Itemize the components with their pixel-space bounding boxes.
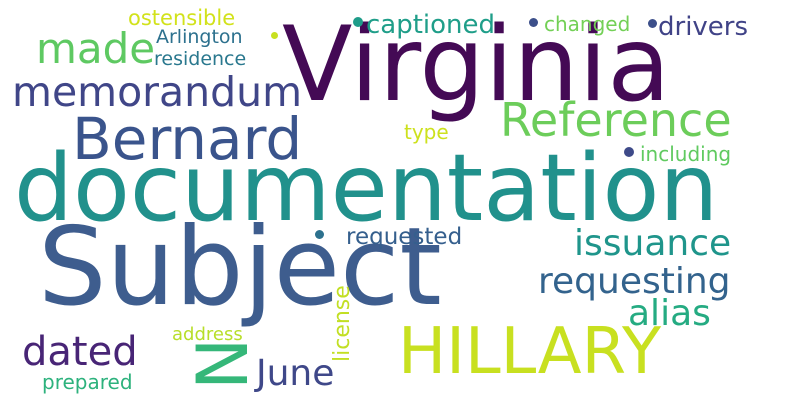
word-changed: changed: [544, 12, 631, 36]
word-ostensible: ostensible: [128, 6, 236, 30]
word-memorandum: memorandum: [12, 68, 303, 116]
word-drivers: drivers: [658, 12, 749, 42]
word-type: type: [404, 120, 449, 144]
word-requested: requested: [346, 224, 463, 250]
word-virginia: Virginia: [282, 5, 671, 125]
word-dated: dated: [22, 329, 138, 375]
word-including: including: [640, 142, 732, 166]
word-hillary: HILLARY: [398, 315, 662, 389]
dot-glyph: [353, 17, 363, 27]
word-requesting: requesting: [538, 261, 731, 302]
dot-glyph: [529, 18, 538, 27]
dot-glyph: [648, 19, 657, 28]
word-reference: Reference: [500, 93, 732, 147]
word-license: license: [330, 285, 355, 362]
word-alias: alias: [628, 293, 711, 334]
word-bernard: Bernard: [72, 105, 303, 173]
dot-glyph: [271, 32, 278, 39]
word-subject: Subject: [38, 205, 442, 330]
word-june: June: [256, 353, 335, 394]
dot-glyph: [624, 147, 634, 157]
word-captioned: captioned: [366, 10, 496, 40]
word-documentation: documentation: [14, 134, 719, 242]
dot-glyph: [315, 230, 324, 239]
word-made: made: [36, 24, 156, 73]
word-n: N: [182, 337, 264, 390]
word-issuance: issuance: [574, 223, 732, 264]
word-arlington: Arlington: [156, 26, 243, 48]
word-address: address: [172, 324, 243, 345]
word-residence: residence: [154, 48, 247, 70]
word-prepared: prepared: [42, 370, 133, 394]
